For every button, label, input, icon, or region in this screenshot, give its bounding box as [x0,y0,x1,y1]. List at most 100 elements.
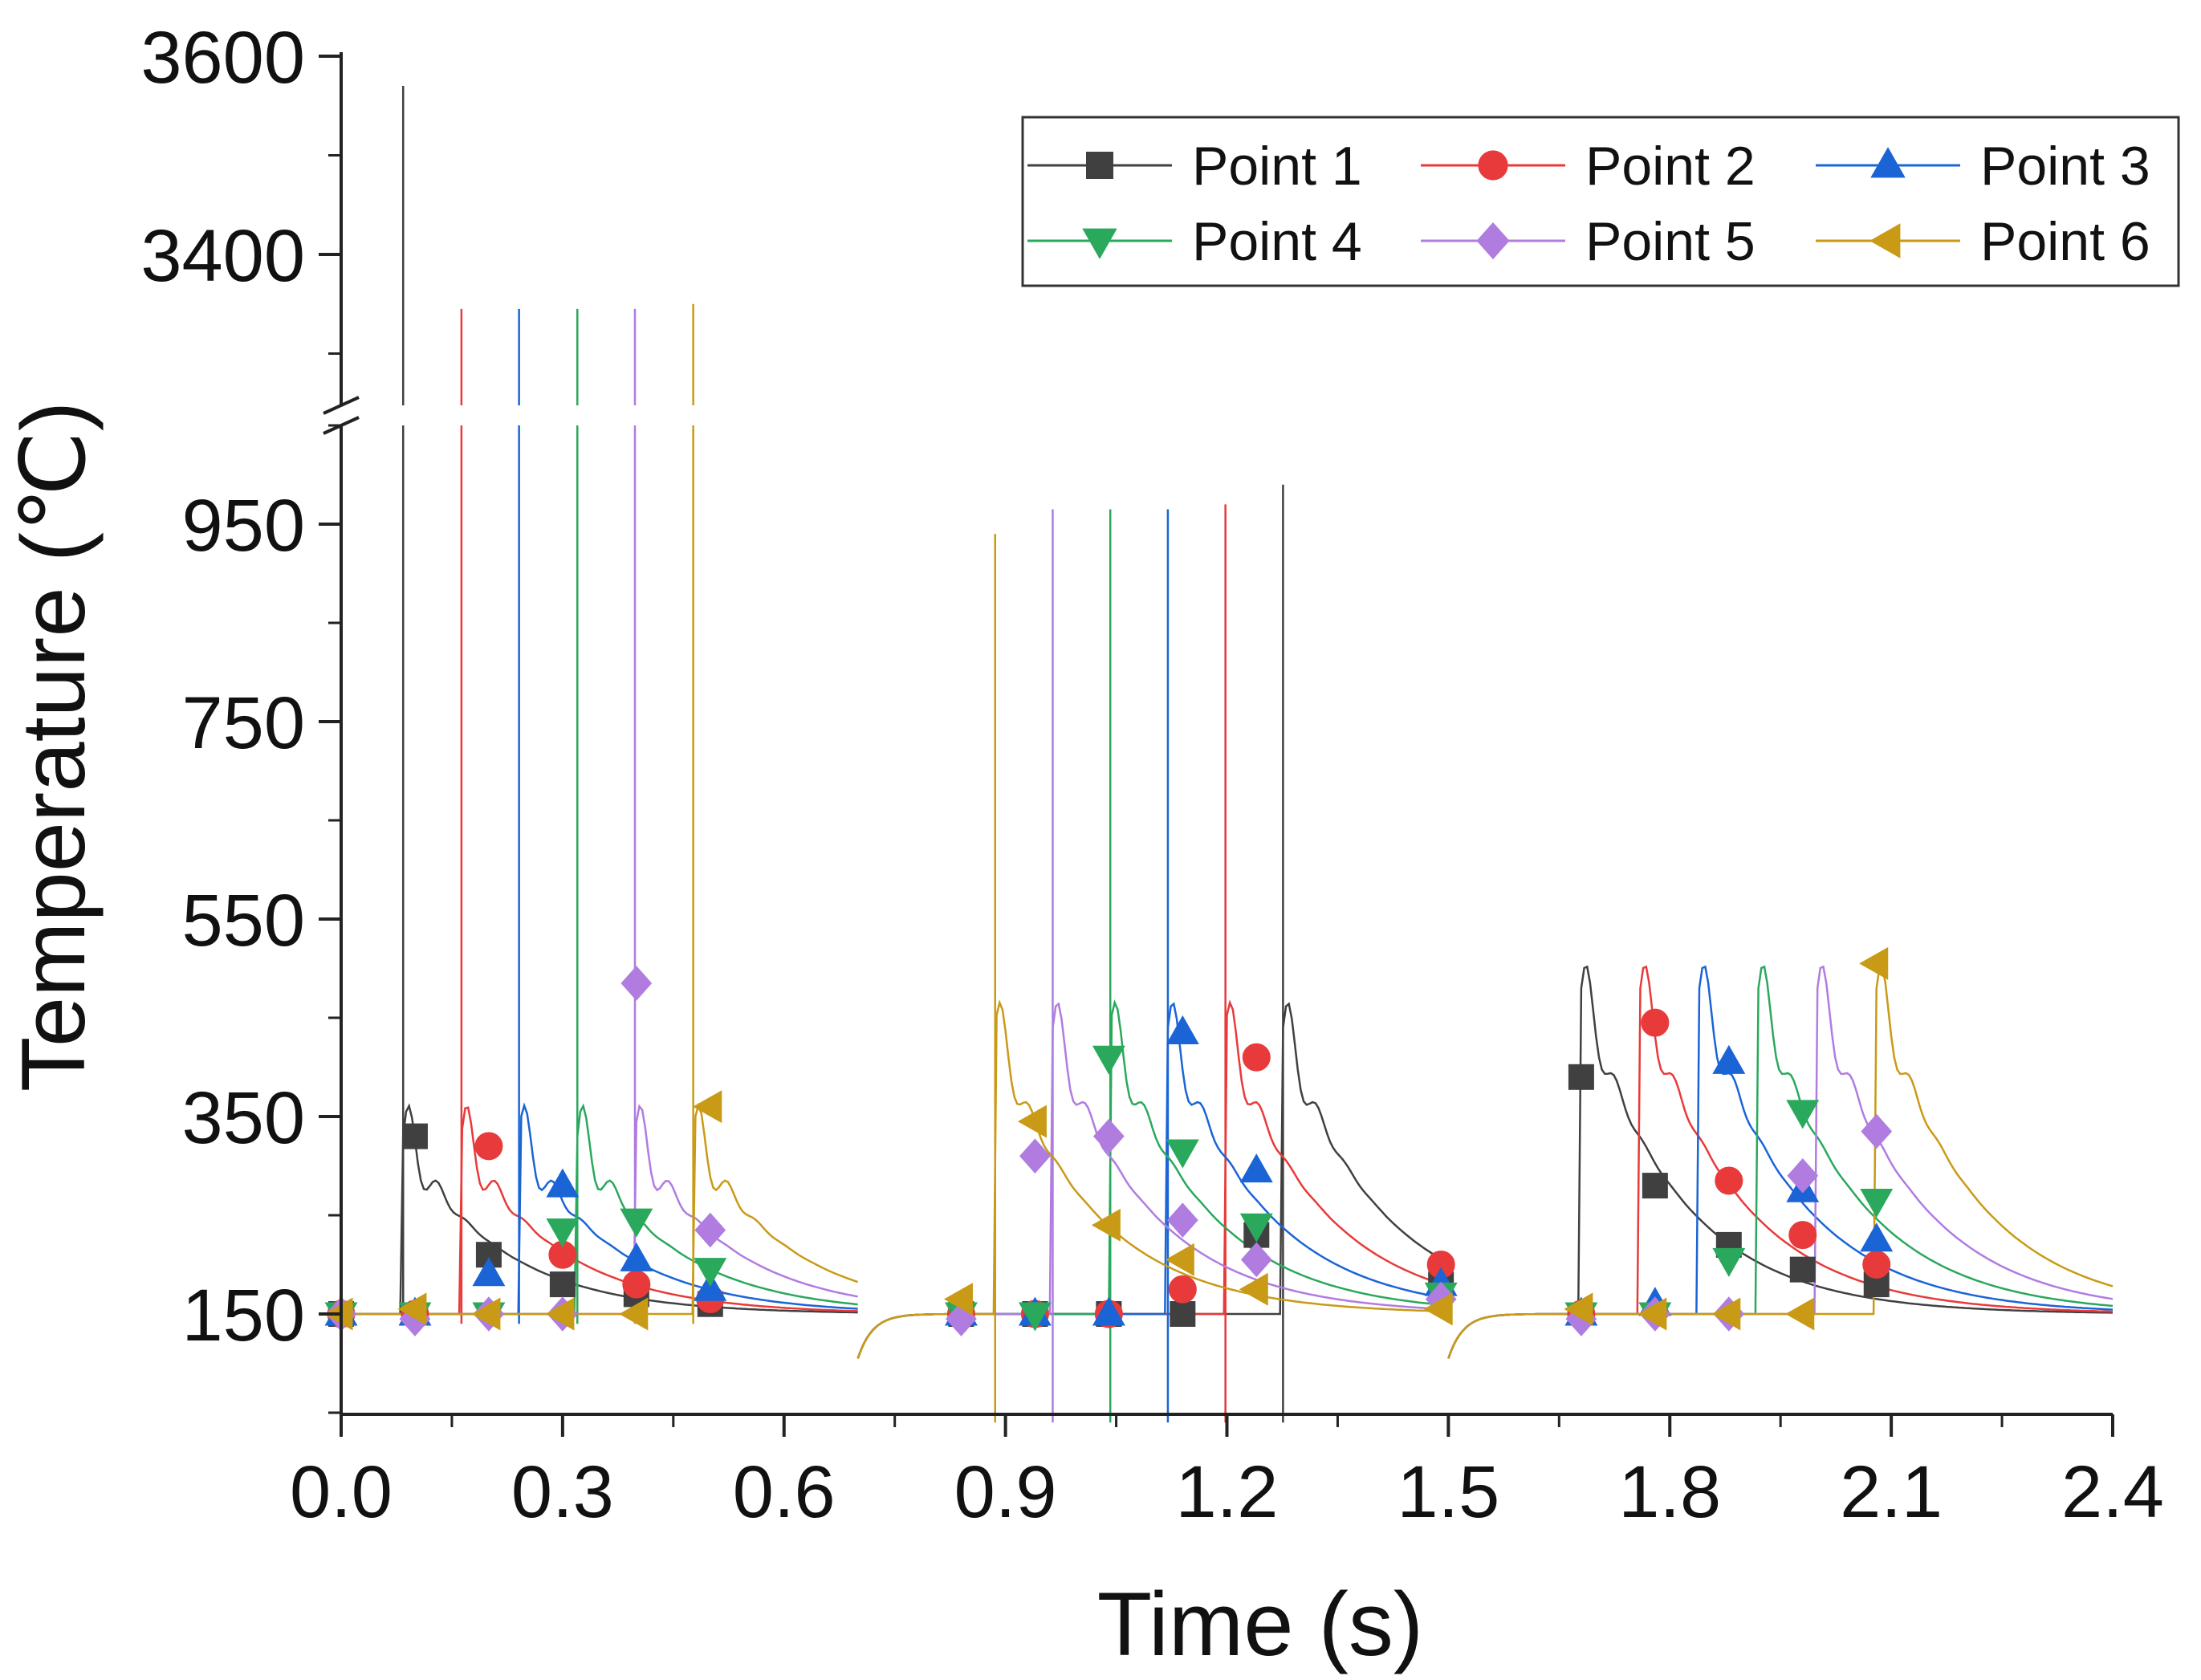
axis-break-mark [323,396,360,415]
data-point-marker [1166,1139,1199,1169]
data-point-marker [1091,1208,1121,1242]
legend-label: Point 6 [1980,211,2150,272]
x-tick-label: 0.9 [954,1451,1057,1533]
x-tick-label: 1.8 [1618,1451,1721,1533]
legend-marker [1086,152,1113,179]
series-line-segment [1447,965,2113,1359]
legend-label: Point 3 [1980,136,2150,197]
x-tick-label: 0.3 [511,1451,614,1533]
legend-marker [1478,150,1508,181]
data-point-marker [1092,1045,1125,1075]
y-tick-label: 750 [182,682,306,764]
data-point-marker [1168,1275,1197,1304]
data-point-marker [1788,1221,1817,1250]
series-line-segment [1447,965,2114,1359]
data-point-marker [1787,1158,1819,1194]
series-4 [341,308,2114,1423]
data-point-marker [1568,1064,1594,1090]
x-tick-label: 1.2 [1176,1451,1279,1533]
legend-label: Point 4 [1192,211,1362,272]
data-point-marker [620,1208,653,1238]
data-point-marker [1642,1173,1668,1199]
legend-item-3: Point 3 [1816,136,2150,197]
series-line-segment [1447,965,2114,1359]
data-point-marker [1861,1113,1893,1149]
data-point-marker [1785,1297,1815,1331]
data-point-marker [1239,1153,1273,1183]
legend-item-6: Point 6 [1816,211,2150,272]
series-line-segment [1447,965,2113,1359]
data-point-marker [693,1090,722,1124]
data-point-marker [1860,1222,1894,1252]
data-point-marker [1711,1297,1741,1331]
x-tick-label: 1.5 [1397,1451,1499,1533]
data-point-marker [943,1283,973,1316]
data-point-marker [694,1212,726,1248]
data-point-marker [622,1270,651,1299]
legend-label: Point 2 [1585,136,1756,197]
data-point-marker [474,1132,503,1161]
legend-item-5: Point 5 [1421,211,1756,272]
x-axis-title: Time (s) [1097,1574,1423,1674]
data-point-marker [1862,1251,1891,1279]
data-point-marker [1641,1008,1670,1037]
data-point-marker [1789,1256,1816,1283]
y-tick-label: 550 [182,880,306,962]
axes-layer: 0.0 0.3 0.6 0.9 1.2 1.5 1.8 2.1 2.4 150 350 550 750 9… [140,17,2164,1533]
data-point-marker [1092,1296,1125,1326]
data-point-marker [1712,1044,1746,1074]
series-5-markers [325,966,1893,1336]
legend-marker [1082,228,1117,259]
y-tick-label: 950 [182,485,306,567]
data-point-marker [1712,1247,1746,1277]
legend-item-4: Point 4 [1027,211,1362,272]
data-point-marker [546,1218,580,1247]
data-point-marker [1860,1189,1894,1218]
legend-marker [1476,222,1510,260]
legend-label: Point 5 [1585,211,1756,272]
legend-frame [1021,116,2180,287]
data-point-marker [1093,1118,1125,1154]
series-3 [341,308,2114,1423]
legend-item-2: Point 2 [1421,136,1756,197]
legend-item-1: Point 1 [1027,136,1362,197]
data-point-marker [1019,1138,1051,1174]
x-tick-label: 2.1 [1840,1451,1943,1533]
y-tick-label: 3400 [140,215,305,297]
data-point-marker [401,1123,428,1149]
data-point-marker [1242,1043,1271,1072]
series-6-markers [323,946,1889,1331]
data-point-marker [471,1297,501,1331]
data-point-marker [1017,1104,1047,1138]
data-point-marker [1170,1301,1196,1327]
data-point-marker [620,1242,653,1271]
data-point-marker [1240,1242,1272,1278]
series-line-segment [341,1103,858,1316]
data-point-marker [619,1297,649,1331]
data-point-marker [1859,946,1889,980]
series-6 [341,303,2114,1423]
series-layer [341,86,2114,1423]
data-point-marker [1715,1166,1743,1195]
data-point-marker [545,1297,575,1331]
legend-marker [1870,147,1906,178]
series-2 [341,308,2113,1423]
data-point-marker [472,1257,506,1287]
legend-label: Point 1 [1192,136,1362,197]
series-line-segment [1447,965,2114,1359]
marker-layer [323,946,1894,1336]
series-5 [341,308,2114,1423]
data-point-marker [620,966,653,1001]
legend-marker [1869,223,1901,258]
data-point-marker [1423,1292,1453,1326]
data-point-marker [694,1271,727,1301]
series-line-segment [1447,965,2114,1359]
x-tick-label: 0.0 [290,1451,393,1533]
data-point-marker [1239,1213,1273,1243]
data-point-marker [694,1258,727,1287]
y-tick-label: 350 [182,1077,306,1159]
data-point-marker [1239,1272,1268,1306]
data-point-marker [1166,1015,1199,1044]
y-tick-label: 150 [182,1275,306,1357]
